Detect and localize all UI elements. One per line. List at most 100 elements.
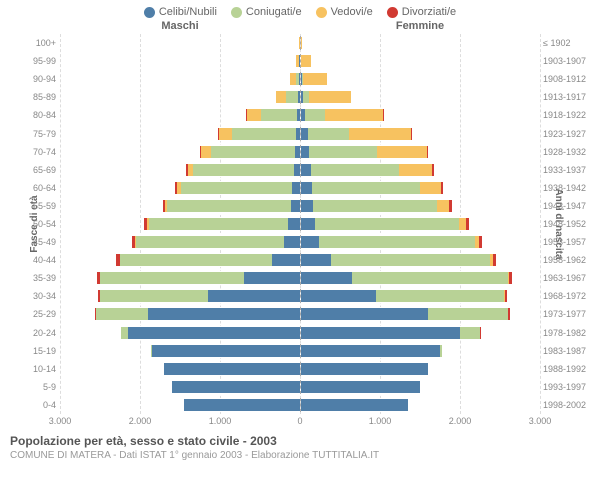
chart-subtitle: COMUNE DI MATERA - Dati ISTAT 1° gennaio…: [10, 450, 590, 461]
bar-segment: [319, 235, 475, 249]
pyramid-row: 90-941908-1912: [60, 70, 540, 88]
age-label: 50-54: [18, 219, 56, 229]
male-bar: [60, 90, 301, 104]
female-bar: [301, 127, 541, 141]
birth-year-label: 1958-1962: [543, 255, 595, 265]
pyramid-row: 60-641938-1942: [60, 179, 540, 197]
x-tick-label: 2.000: [129, 416, 152, 426]
bar-segment: [312, 181, 420, 195]
bar-segment: [96, 307, 148, 321]
bar-segment: [208, 289, 300, 303]
male-bar: [60, 253, 301, 267]
legend-item: Celibi/Nubili: [144, 6, 217, 18]
bar-segment: [301, 54, 311, 68]
birth-year-label: 1978-1982: [543, 328, 595, 338]
bar-segment: [377, 145, 426, 159]
age-label: 35-39: [18, 273, 56, 283]
bar-segment: [303, 72, 327, 86]
legend-label: Coniugati/e: [246, 6, 302, 18]
x-tick-label: 1.000: [209, 416, 232, 426]
pyramid-row: 20-241978-1982: [60, 324, 540, 342]
female-bar: [301, 380, 541, 394]
bar-segment: [301, 398, 409, 412]
pyramid-row: 10-141988-1992: [60, 360, 540, 378]
male-bar: [60, 235, 301, 249]
pyramid-row: 5-91993-1997: [60, 378, 540, 396]
male-bar: [60, 326, 301, 340]
bar-segment: [276, 90, 286, 104]
bar-segment: [493, 253, 497, 267]
legend-label: Divorziati/e: [402, 6, 456, 18]
bar-segment: [352, 271, 508, 285]
birth-year-label: 1973-1977: [543, 309, 595, 319]
age-label: 95-99: [18, 56, 56, 66]
bar-segment: [311, 163, 399, 177]
chart-rows: 100+≤ 190295-991903-190790-941908-191285…: [60, 34, 540, 414]
pyramid-row: 75-791923-1927: [60, 124, 540, 142]
bar-segment: [466, 217, 470, 231]
female-bar: [301, 163, 541, 177]
bar-segment: [272, 253, 300, 267]
x-tick-label: 2.000: [449, 416, 472, 426]
pyramid-row: 100+≤ 1902: [60, 34, 540, 52]
pyramid-row: 70-741928-1932: [60, 143, 540, 161]
pyramid-row: 15-191983-1987: [60, 342, 540, 360]
bar-segment: [508, 307, 509, 321]
male-bar: [60, 108, 301, 122]
birth-year-label: 1953-1957: [543, 237, 595, 247]
bar-segment: [299, 72, 300, 86]
x-axis: 3.0002.0001.00001.0002.0003.000: [0, 414, 600, 428]
bar-segment: [164, 362, 300, 376]
bar-segment: [301, 271, 353, 285]
bar-segment: [294, 163, 300, 177]
male-bar: [60, 380, 301, 394]
pyramid-row: 25-291973-1977: [60, 305, 540, 323]
male-bar: [60, 199, 301, 213]
age-label: 80-84: [18, 110, 56, 120]
age-label: 0-4: [18, 400, 56, 410]
age-label: 10-14: [18, 364, 56, 374]
male-bar: [60, 217, 301, 231]
bar-segment: [301, 235, 319, 249]
female-bar: [301, 90, 541, 104]
age-label: 85-89: [18, 92, 56, 102]
pyramid-row: 30-341968-1972: [60, 287, 540, 305]
legend-dot: [316, 7, 327, 18]
bar-segment: [120, 253, 272, 267]
bar-segment: [301, 145, 310, 159]
birth-year-label: 1943-1947: [543, 201, 595, 211]
age-label: 90-94: [18, 74, 56, 84]
pyramid-row: 65-691933-1937: [60, 161, 540, 179]
pyramid-chart: Fasce di età Anni di nascita 100+≤ 19029…: [0, 34, 600, 414]
pyramid-row: 80-841918-1922: [60, 106, 540, 124]
age-label: 30-34: [18, 291, 56, 301]
bar-segment: [100, 289, 208, 303]
bar-segment: [509, 271, 512, 285]
bar-segment: [437, 199, 449, 213]
bar-segment: [309, 145, 377, 159]
bar-segment: [244, 271, 300, 285]
female-bar: [301, 217, 541, 231]
x-tick-label: 1.000: [369, 416, 392, 426]
female-bar: [301, 271, 541, 285]
pyramid-row: 95-991903-1907: [60, 52, 540, 70]
age-label: 75-79: [18, 129, 56, 139]
female-bar: [301, 289, 541, 303]
bar-segment: [440, 344, 442, 358]
legend-dot: [144, 7, 155, 18]
birth-year-label: 1963-1967: [543, 273, 595, 283]
bar-segment: [331, 253, 491, 267]
male-bar: [60, 163, 301, 177]
female-bar: [301, 108, 541, 122]
bar-segment: [297, 108, 299, 122]
male-bar: [60, 271, 301, 285]
header-male: Maschi: [60, 20, 300, 32]
female-bar: [301, 344, 541, 358]
bar-segment: [313, 199, 437, 213]
bar-segment: [301, 253, 331, 267]
bar-segment: [308, 127, 350, 141]
female-bar: [301, 398, 541, 412]
birth-year-label: 1993-1997: [543, 382, 595, 392]
bar-segment: [460, 326, 480, 340]
bar-segment: [441, 181, 443, 195]
